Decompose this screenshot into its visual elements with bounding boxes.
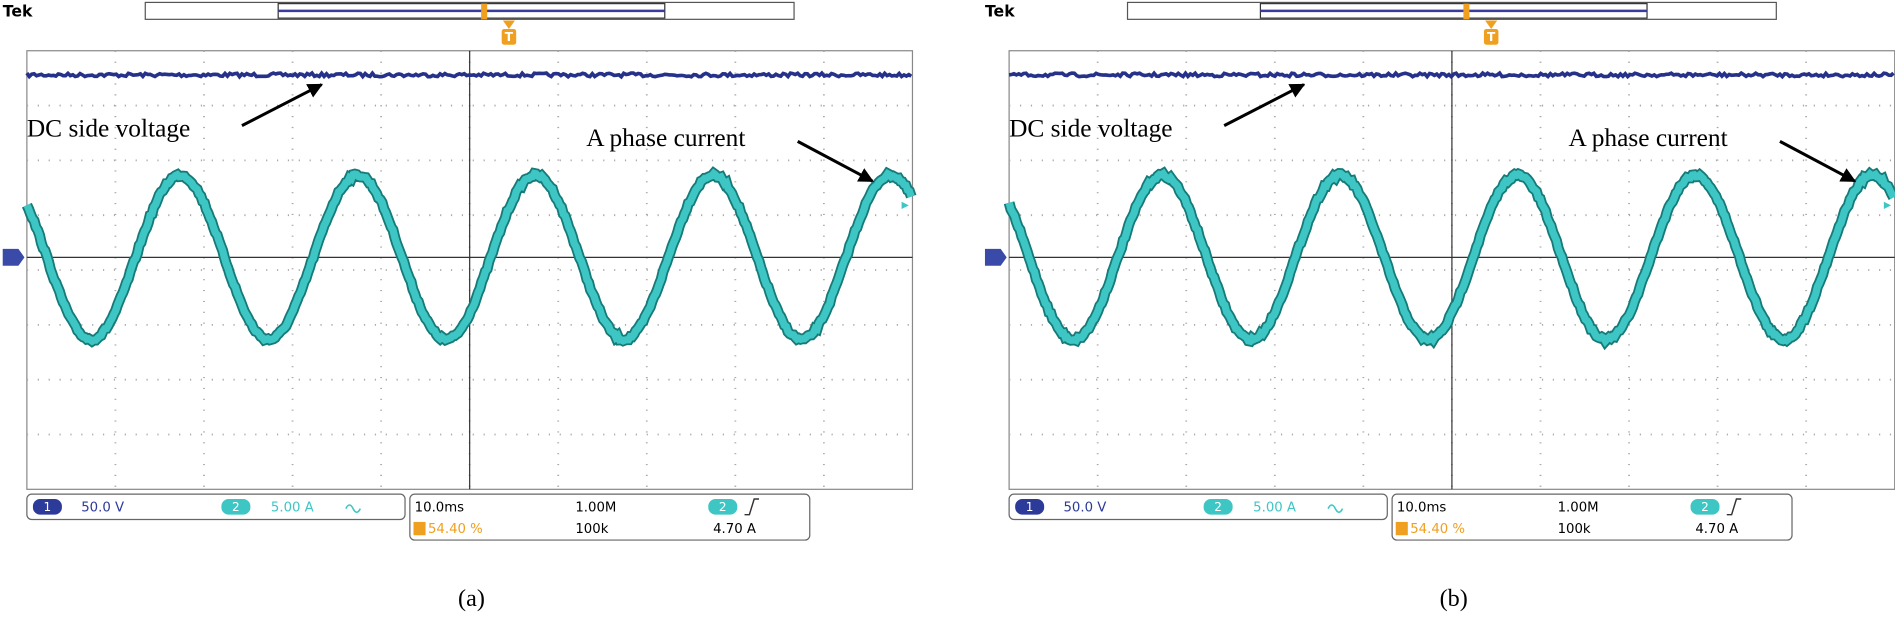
- trigger-icon: [1483, 28, 1499, 45]
- trigger-pos-icon: [1395, 521, 1408, 536]
- phase-current-trace: [23, 168, 915, 346]
- ch2-scale: 5.00 A: [271, 500, 314, 515]
- annotation: DC side voltage: [27, 114, 190, 142]
- trigger-pointer: [1485, 20, 1498, 29]
- trigger-pos-icon: [413, 521, 426, 536]
- ch1-badge: [1015, 498, 1045, 515]
- phase-current-trace: [1005, 168, 1895, 348]
- sample-rate: 100k: [1558, 522, 1591, 537]
- ch1-scale: 50.0 V: [81, 500, 124, 515]
- ch1-scale: 50.0 V: [1063, 500, 1106, 515]
- scope-panel: Tek T DC side voltage A phase current 1 50.0 …: [984, 2, 1895, 612]
- ch2-badge-label: 2: [232, 500, 240, 514]
- ch1-badge-label: 1: [44, 500, 52, 514]
- annotation: A phase current: [1569, 124, 1728, 152]
- annotation: A phase current: [586, 124, 745, 152]
- trigger-position: 54.40 %: [1410, 522, 1465, 537]
- ch2-badge-label: 2: [1214, 500, 1222, 514]
- timebase: 10.0ms: [1397, 500, 1446, 515]
- scope-panel: Tek T DC side voltage A phase current 1 50.0 …: [2, 2, 917, 612]
- trigger-level: 4.70 A: [713, 522, 756, 537]
- dc-voltage-trace: [25, 70, 913, 80]
- ground-marker: [984, 248, 1007, 266]
- caption: (b): [1440, 585, 1468, 612]
- ch1-badge: [32, 498, 62, 515]
- trigger-pos: [481, 3, 488, 20]
- ac-coupling-icon: [1327, 504, 1344, 514]
- trigger-level: 4.70 A: [1695, 522, 1738, 537]
- edge-icon: [744, 498, 760, 516]
- brand: Tek: [985, 2, 1015, 21]
- brand: Tek: [3, 2, 33, 21]
- ch2-scale: 5.00 A: [1253, 500, 1296, 515]
- trigger-position: 54.40 %: [428, 522, 483, 537]
- record-length: 1.00M: [1558, 500, 1599, 515]
- ch2-marker: [1883, 201, 1892, 210]
- trigger-badge: [1690, 498, 1720, 515]
- caption: (a): [458, 585, 485, 612]
- annotation: DC side voltage: [1009, 114, 1172, 142]
- trigger-badge: [708, 498, 738, 515]
- annotation-arrow: [241, 83, 324, 127]
- trigger-badge-label: 2: [1701, 500, 1709, 514]
- ch1-badge-label: 1: [1026, 500, 1034, 514]
- trigger-icon: [501, 28, 517, 45]
- sample-rate: 100k: [575, 522, 608, 537]
- trigger-badge-label: 2: [719, 500, 727, 514]
- ground-marker: [2, 248, 25, 266]
- ch2-marker: [901, 201, 909, 210]
- record-length: 1.00M: [575, 500, 616, 515]
- edge-icon: [1726, 498, 1742, 516]
- channel-readout: [1008, 493, 1388, 521]
- trigger-icon-label: T: [1487, 30, 1496, 44]
- channel-readout: [26, 493, 406, 521]
- trigger-icon-label: T: [505, 30, 514, 44]
- annotation-arrow: [796, 140, 874, 183]
- annotation-arrow: [1223, 83, 1306, 127]
- dc-voltage-trace: [1008, 70, 1895, 80]
- trigger-pointer: [502, 20, 515, 29]
- timebase: 10.0ms: [415, 500, 464, 515]
- trigger-pos: [1463, 3, 1470, 20]
- ch2-badge: [1203, 498, 1233, 515]
- ac-coupling-icon: [345, 504, 362, 514]
- ch2-badge: [221, 498, 251, 515]
- annotation-arrow: [1779, 140, 1857, 183]
